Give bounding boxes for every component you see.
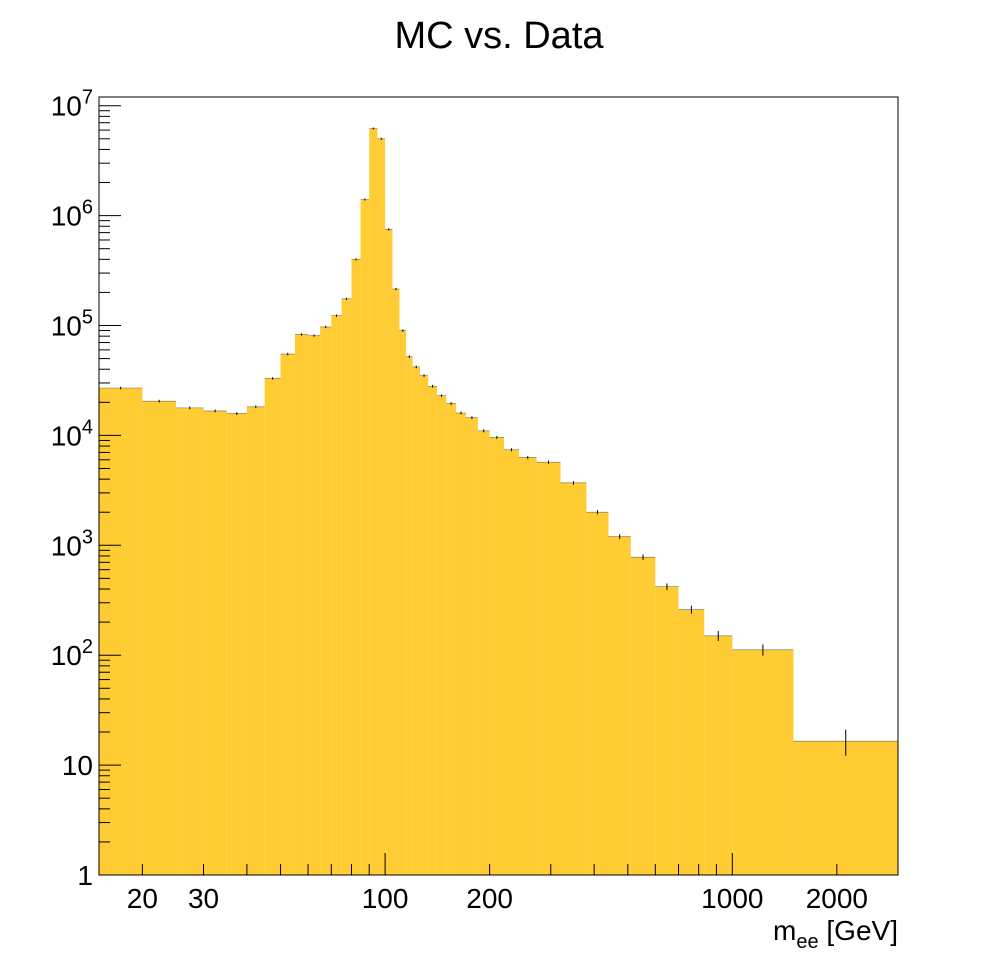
histogram-bar (455, 412, 466, 875)
histogram-bar (392, 288, 400, 875)
histogram-bar (477, 430, 490, 875)
histogram-bar (793, 741, 898, 875)
chart-title: MC vs. Data (394, 15, 604, 57)
histogram-bar (226, 413, 247, 875)
y-tick-label: 103 (51, 526, 93, 561)
histogram-bar (406, 356, 413, 875)
histogram-bar (176, 407, 204, 875)
x-axis-title-main: m (773, 915, 796, 946)
histogram-bar (360, 199, 370, 875)
histogram-bar (264, 378, 281, 875)
x-axis-title: mee [GeV] (773, 915, 898, 953)
x-tick-label: 30 (188, 883, 219, 914)
x-tick-label: 100 (362, 883, 409, 914)
histogram-bar (280, 354, 295, 875)
y-tick-label: 1 (77, 860, 93, 891)
histogram-bar (503, 449, 519, 875)
histogram-bar (412, 366, 420, 875)
y-tick-labels: 1 10 102 103 104 105 106 107 (51, 87, 93, 891)
histogram-bar (586, 512, 609, 875)
x-tick-labels: 20 30 100 200 1000 2000 (127, 883, 868, 914)
x-axis-title-subscript: ee (796, 931, 818, 953)
histogram-bar (608, 536, 631, 875)
error-bars (99, 127, 898, 756)
histogram-bar (99, 387, 143, 875)
histogram-bars (99, 128, 898, 876)
histogram-bar (369, 128, 378, 876)
x-tick-label: 1000 (701, 883, 763, 914)
histogram-bar (678, 609, 705, 875)
histogram-bar (331, 315, 342, 876)
histogram-bar (630, 557, 656, 875)
histogram-bar (341, 298, 352, 875)
histogram-bar (320, 326, 332, 875)
x-tick-label: 20 (127, 883, 158, 914)
histogram-bar (446, 403, 456, 875)
histogram-bar (560, 482, 587, 875)
histogram-bar (203, 410, 227, 875)
histogram-bar (419, 375, 429, 875)
histogram-bar (351, 259, 361, 875)
histogram-bar (465, 417, 478, 875)
y-tick-label: 105 (51, 307, 93, 342)
x-axis-title-unit: [GeV] (819, 915, 898, 946)
y-tick-label: 106 (51, 197, 93, 232)
histogram-bar (385, 229, 393, 875)
histogram-bar (704, 635, 733, 875)
y-tick-label: 104 (51, 416, 93, 451)
y-tick-label: 107 (51, 87, 93, 122)
histogram-bar (294, 334, 309, 875)
histogram-bar (308, 335, 321, 875)
histogram-bar (489, 437, 504, 875)
histogram-bar (142, 401, 177, 875)
plot-frame (98, 96, 899, 876)
x-tick-label: 200 (466, 883, 513, 914)
histogram-bar (732, 649, 794, 875)
histogram-bar (428, 386, 437, 875)
y-tick-label: 102 (51, 636, 93, 671)
histogram-bar (518, 457, 537, 875)
axis-ticks (99, 105, 899, 876)
histogram-bar (246, 406, 265, 875)
y-tick-label: 10 (62, 750, 93, 781)
x-tick-label: 2000 (806, 883, 868, 914)
histogram-bar (655, 586, 679, 875)
histogram-bar (399, 330, 407, 875)
histogram-bar (436, 395, 447, 875)
histogram-bar (536, 462, 561, 875)
histogram-bar (377, 138, 386, 876)
